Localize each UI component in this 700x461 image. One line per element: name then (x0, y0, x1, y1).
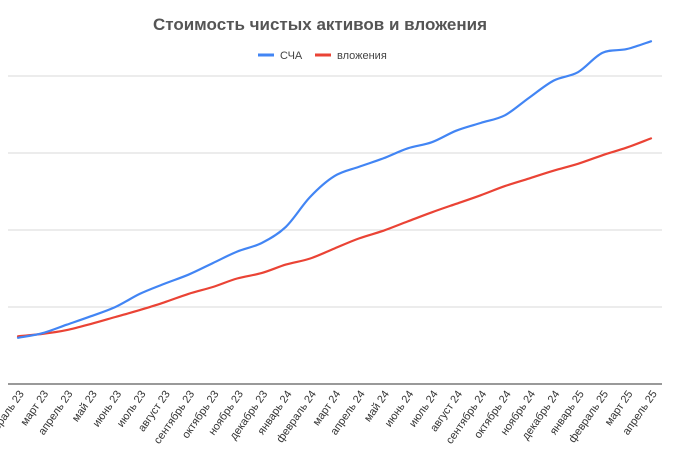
series-lines (16, 40, 653, 339)
series-line-investments (16, 137, 653, 338)
legend: СЧА вложения (258, 50, 387, 62)
series-line-sca (16, 40, 653, 339)
legend-label-sca: СЧА (280, 50, 303, 62)
legend-label-investments: вложения (337, 50, 387, 62)
chart-title: Стоимость чистых активов и вложения (153, 15, 487, 34)
gridlines (8, 75, 662, 385)
